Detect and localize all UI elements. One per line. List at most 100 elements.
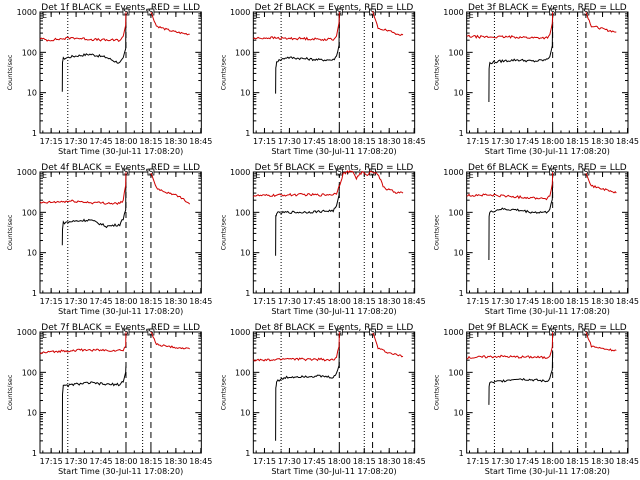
x-axis-label: Start Time (30-Jul-11 17:08:20) <box>271 147 396 156</box>
panel-det-1: Det 1f BLACK = Events, RED = LLD Counts/s… <box>6 3 212 156</box>
events-series-line <box>275 11 340 94</box>
x-tick-label: 18:45 <box>616 297 639 306</box>
panel-det-8: Det 8f BLACK = Events, RED = LLD Counts/s… <box>219 323 425 476</box>
event-marker-label: S <box>583 168 588 177</box>
x-axis-label: Start Time (30-Jul-11 17:08:20) <box>271 307 396 316</box>
panel-det-9: Det 9f BLACK = Events, RED = LLD Counts/s… <box>433 323 639 476</box>
plot-frame <box>466 11 629 134</box>
x-tick-label: 18:45 <box>189 297 212 306</box>
panel-title: Det 1f BLACK = Events, RED = LLD <box>41 3 200 13</box>
event-marker-label: S <box>550 168 555 177</box>
event-marker-label: S <box>148 168 153 177</box>
y-tick-label: 1000 <box>230 328 250 337</box>
y-tick-label: 1000 <box>17 8 37 17</box>
plot-frame <box>252 331 416 454</box>
y-axis-label: Counts/sec <box>219 374 227 410</box>
panel-det-2: Det 2f BLACK = Events, RED = LLD Counts/s… <box>219 3 425 156</box>
plot-frame <box>252 11 416 134</box>
edge-marker: E <box>42 331 47 340</box>
x-tick-label: 18:30 <box>164 297 187 306</box>
y-tick-label: 10 <box>453 409 463 418</box>
x-tick-label: 17:30 <box>278 297 301 306</box>
event-marker-label: S <box>370 328 375 337</box>
x-tick-label: 17:30 <box>491 457 514 466</box>
x-axis-label: Start Time (30-Jul-11 17:08:20) <box>485 467 610 476</box>
x-tick-label: 17:30 <box>278 457 301 466</box>
edge-marker: E <box>255 171 260 180</box>
x-tick-label: 18:15 <box>566 457 589 466</box>
lld-series-line-post <box>585 11 617 33</box>
y-tick-label: 100 <box>448 368 463 377</box>
panel-det-4: Det 4f BLACK = Events, RED = LLD Counts/s… <box>6 163 212 316</box>
event-marker-label: S <box>550 8 555 17</box>
x-tick-label: 18:00 <box>114 457 137 466</box>
y-tick-label: 100 <box>235 208 250 217</box>
plot-frame <box>252 171 416 294</box>
events-series-line <box>275 184 340 256</box>
x-tick-label: 17:15 <box>253 457 276 466</box>
x-tick-label: 18:15 <box>566 297 589 306</box>
x-tick-label: 18:45 <box>403 457 426 466</box>
y-tick-label: 1 <box>32 449 37 458</box>
y-tick-label: 10 <box>27 89 37 98</box>
panel-det-5: Det 5f BLACK = Events, RED = LLD Counts/s… <box>219 163 425 316</box>
y-tick-label: 1000 <box>230 8 250 17</box>
y-axis-label: Counts/sec <box>6 54 14 90</box>
y-tick-label: 1 <box>245 449 250 458</box>
event-marker-label: S <box>337 328 342 337</box>
x-tick-label: 17:30 <box>491 297 514 306</box>
panel-title: Det 2f BLACK = Events, RED = LLD <box>255 3 414 13</box>
events-series-line <box>61 173 127 246</box>
x-tick-label: 18:15 <box>139 457 162 466</box>
event-marker-label: S <box>148 8 153 17</box>
y-tick-label: 1 <box>32 129 37 138</box>
y-tick-label: 1000 <box>17 328 37 337</box>
panel-title: Det 7f BLACK = Events, RED = LLD <box>41 323 200 333</box>
x-tick-label: 18:15 <box>566 137 589 146</box>
y-tick-label: 1000 <box>230 168 250 177</box>
y-tick-label: 100 <box>235 368 250 377</box>
edge-marker: E <box>469 171 474 180</box>
events-series-line <box>61 365 127 454</box>
x-tick-label: 17:15 <box>466 457 489 466</box>
lld-series-line-post <box>372 332 404 358</box>
x-tick-label: 17:45 <box>303 297 326 306</box>
x-tick-label: 18:30 <box>164 137 187 146</box>
x-tick-label: 18:45 <box>616 457 639 466</box>
x-tick-label: 17:45 <box>516 137 539 146</box>
event-marker-box <box>369 328 376 336</box>
y-tick-label: 100 <box>448 48 463 57</box>
lld-series-line <box>39 171 127 206</box>
events-series-line <box>488 180 554 261</box>
panel-title: Det 6f BLACK = Events, RED = LLD <box>468 163 627 173</box>
lld-series-line-post <box>150 331 190 350</box>
y-tick-label: 1000 <box>17 168 37 177</box>
events-series-line <box>275 348 340 441</box>
x-tick-label: 18:45 <box>403 137 426 146</box>
x-tick-label: 17:15 <box>466 297 489 306</box>
x-tick-label: 18:00 <box>541 297 564 306</box>
event-marker-label: S <box>337 168 342 177</box>
panel-det-3: Det 3f BLACK = Events, RED = LLD Counts/s… <box>433 3 639 156</box>
y-axis-label: Counts/sec <box>219 54 227 90</box>
x-tick-label: 18:00 <box>541 137 564 146</box>
lld-series-line <box>253 11 340 42</box>
panel-title: Det 3f BLACK = Events, RED = LLD <box>468 3 627 13</box>
x-axis-label: Start Time (30-Jul-11 17:08:20) <box>58 307 183 316</box>
x-tick-label: 17:15 <box>253 297 276 306</box>
x-tick-label: 18:45 <box>189 137 212 146</box>
x-tick-label: 18:00 <box>114 137 137 146</box>
x-tick-label: 18:30 <box>164 457 187 466</box>
y-tick-label: 100 <box>235 48 250 57</box>
x-axis-label: Start Time (30-Jul-11 17:08:20) <box>485 307 610 316</box>
edge-marker: E <box>469 11 474 20</box>
lld-series-line-post <box>585 331 617 352</box>
y-axis-label: Counts/sec <box>6 374 14 410</box>
y-tick-label: 1 <box>245 129 250 138</box>
x-tick-label: 17:15 <box>40 297 63 306</box>
x-axis-label: Start Time (30-Jul-11 17:08:20) <box>485 147 610 156</box>
x-tick-label: 17:30 <box>65 297 88 306</box>
x-tick-label: 17:30 <box>65 137 88 146</box>
